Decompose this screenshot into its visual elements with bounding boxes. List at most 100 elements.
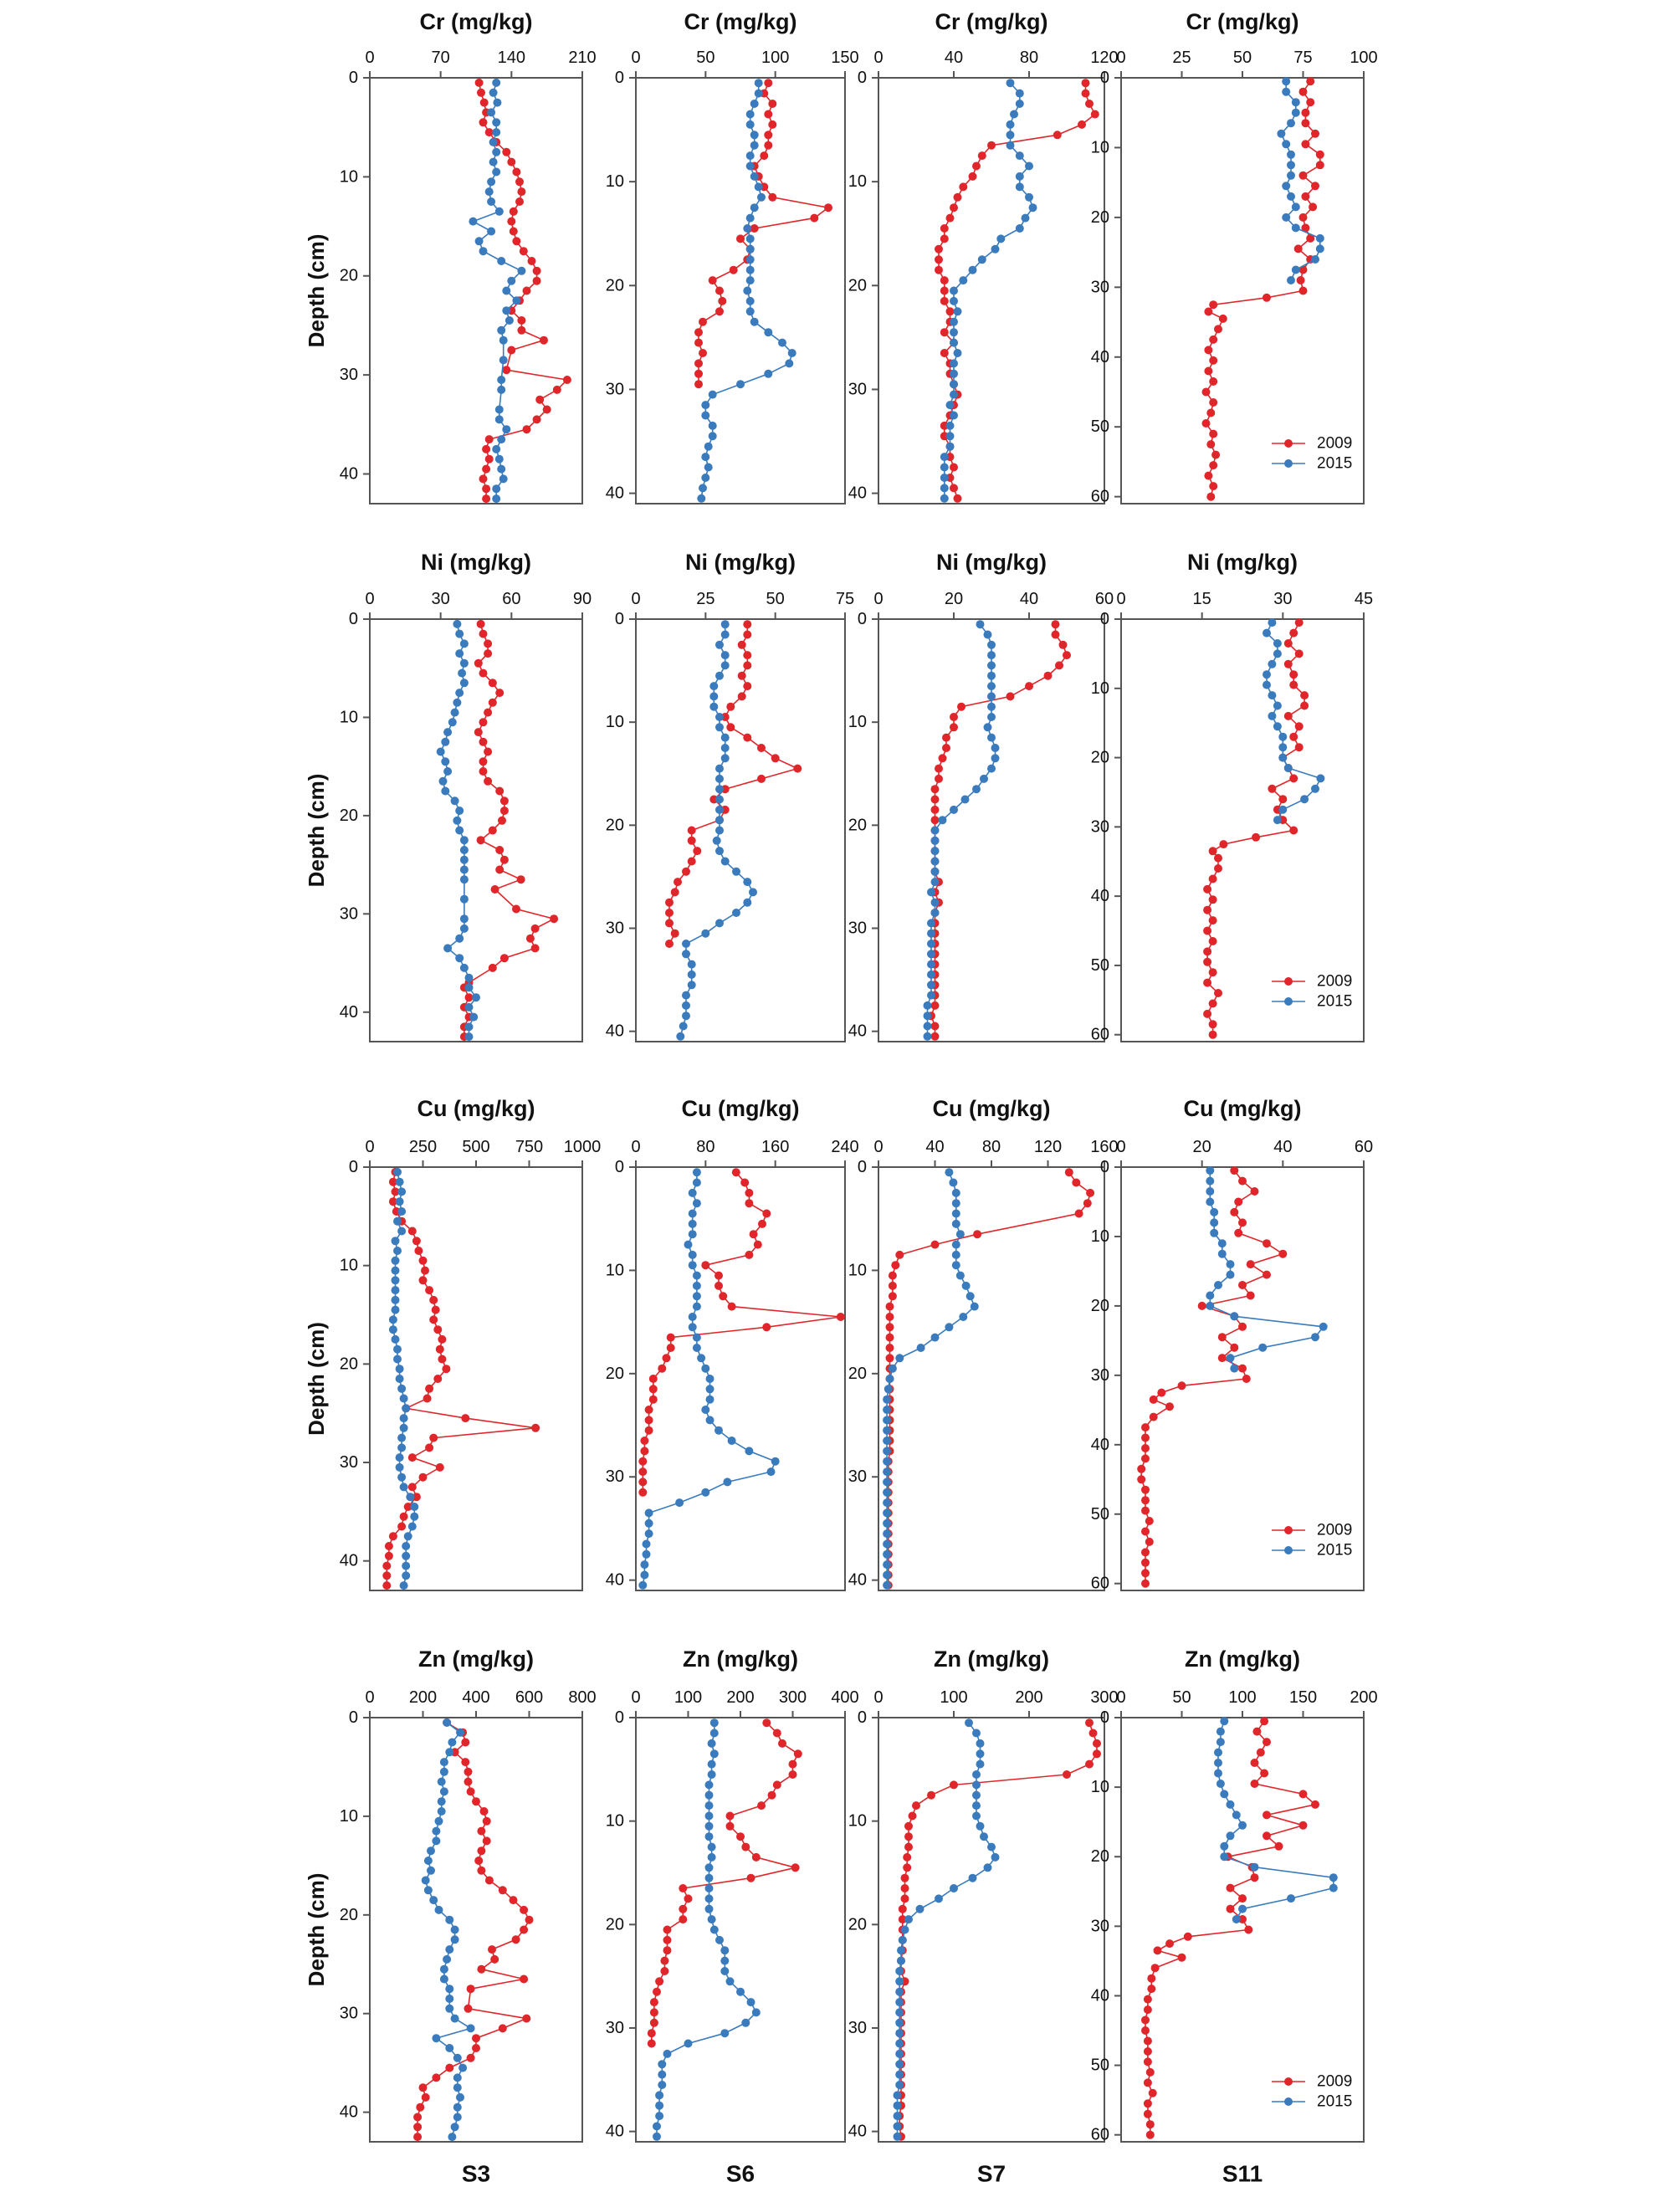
data-point xyxy=(516,875,525,884)
data-point xyxy=(1230,1364,1239,1373)
data-point xyxy=(675,1498,684,1508)
data-point xyxy=(715,671,724,680)
plot-frame xyxy=(369,618,583,1042)
panel-title: Cr (mg/kg) xyxy=(1186,9,1299,34)
data-point xyxy=(1216,1780,1225,1788)
data-point xyxy=(466,2053,475,2062)
data-point xyxy=(479,757,488,766)
data-point xyxy=(935,764,943,773)
panel-title: Cr (mg/kg) xyxy=(684,9,797,34)
data-point xyxy=(495,846,505,854)
data-point xyxy=(649,2008,658,2017)
data-point xyxy=(688,1323,697,1332)
x-tick-label: 160 xyxy=(1090,1138,1118,1156)
data-point xyxy=(1311,129,1319,138)
y-tick-label: 40 xyxy=(340,2103,358,2122)
data-point xyxy=(1260,1769,1269,1778)
data-point xyxy=(479,718,488,727)
data-point xyxy=(940,286,949,295)
data-point xyxy=(720,661,730,670)
data-point xyxy=(1220,1841,1229,1851)
y-tick-label: 0 xyxy=(615,1158,624,1176)
data-point xyxy=(399,1581,408,1590)
data-point xyxy=(1246,1260,1255,1269)
data-point xyxy=(648,1375,658,1383)
data-point xyxy=(532,415,541,424)
data-point xyxy=(768,192,777,202)
data-point xyxy=(1025,192,1033,202)
panel-cr-s7: Cr (mg/kg) 0 40 80 120 0 10 20 30 40 xyxy=(848,9,1119,504)
data-point xyxy=(754,182,763,192)
data-point xyxy=(1211,450,1221,459)
data-point xyxy=(895,2029,904,2038)
data-point xyxy=(679,1884,688,1892)
data-point xyxy=(764,369,773,378)
data-point xyxy=(720,2029,730,2038)
data-point xyxy=(445,2004,454,2013)
data-point xyxy=(476,836,485,845)
data-point xyxy=(391,1295,400,1304)
data-point xyxy=(1203,947,1212,956)
data-point xyxy=(694,359,703,368)
data-point xyxy=(1208,968,1217,977)
x-tick-label: 0 xyxy=(631,590,640,608)
data-point xyxy=(479,737,488,746)
data-point xyxy=(653,2132,661,2141)
data-point xyxy=(736,1832,745,1841)
data-point xyxy=(719,1292,728,1301)
data-point xyxy=(1145,2067,1155,2077)
y-tick-label: 20 xyxy=(1091,1847,1109,1866)
data-point xyxy=(749,888,757,897)
data-point xyxy=(1306,98,1315,107)
data-point xyxy=(715,795,724,804)
y-tick-label: 30 xyxy=(1091,1917,1109,1935)
data-point xyxy=(391,1276,400,1285)
data-point xyxy=(972,1780,981,1790)
data-point xyxy=(682,991,690,1000)
data-point xyxy=(715,764,724,773)
data-point xyxy=(1246,1291,1255,1300)
data-point xyxy=(1209,300,1218,310)
x-tick-label: 0 xyxy=(631,49,640,67)
y-tick-label: 40 xyxy=(606,1571,624,1590)
data-point xyxy=(961,1281,971,1290)
data-point xyxy=(429,1315,438,1324)
data-point xyxy=(1143,2057,1152,2067)
panel-title: Zn (mg/kg) xyxy=(1185,1647,1300,1672)
data-point xyxy=(413,2123,423,2132)
data-point xyxy=(487,177,496,187)
data-point xyxy=(435,1344,444,1354)
data-point xyxy=(687,826,696,835)
data-point xyxy=(1203,957,1212,966)
plot-frame xyxy=(878,77,1105,504)
panel-title: Cu (mg/kg) xyxy=(933,1096,1051,1121)
y-tick-label: 40 xyxy=(1091,887,1109,905)
data-point xyxy=(1306,233,1315,243)
data-point xyxy=(1204,307,1213,316)
panel-zn-s6: Zn (mg/kg) 0 100 200 300 400 0 10 20 30 40 xyxy=(606,1647,859,2143)
data-point xyxy=(709,702,719,711)
data-point xyxy=(453,2053,462,2062)
data-point xyxy=(1238,1322,1247,1331)
data-point xyxy=(720,651,730,660)
data-point xyxy=(682,867,690,876)
data-point xyxy=(977,255,986,264)
data-point xyxy=(459,875,469,884)
data-point xyxy=(895,2018,904,2027)
data-point xyxy=(935,1894,943,1903)
data-point xyxy=(996,234,1006,243)
data-point xyxy=(1268,618,1277,627)
data-point xyxy=(391,1266,400,1275)
data-point xyxy=(1214,1769,1222,1778)
data-point xyxy=(497,385,506,394)
data-point xyxy=(715,919,724,928)
data-point xyxy=(489,137,498,146)
data-point xyxy=(682,950,690,959)
legend: 2009 2015 xyxy=(1272,1522,1352,1559)
data-point xyxy=(423,1886,433,1895)
x-tick-label: 100 xyxy=(761,49,789,67)
data-point xyxy=(945,432,955,441)
data-point xyxy=(413,2113,423,2122)
data-point xyxy=(663,2049,672,2058)
data-point xyxy=(395,1462,404,1472)
